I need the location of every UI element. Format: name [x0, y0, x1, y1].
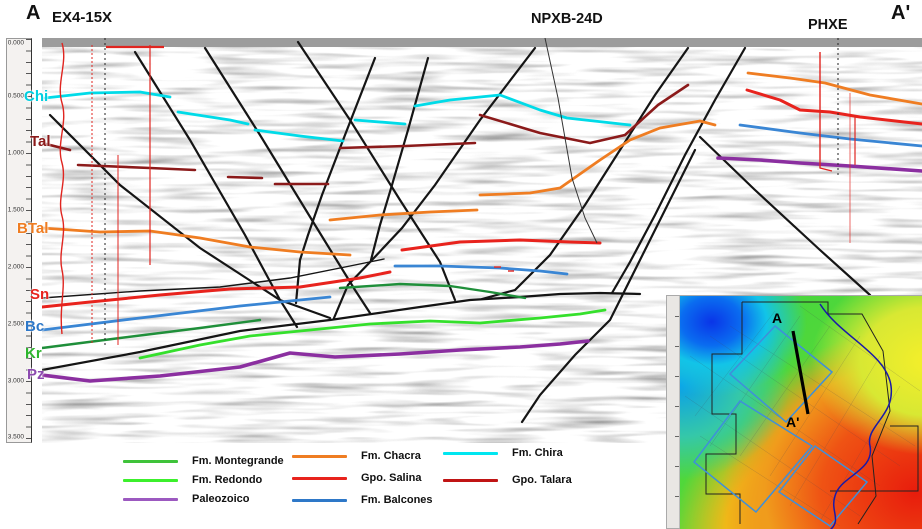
horizon-salina-line — [40, 88, 922, 309]
horizon-balcones-line — [40, 123, 922, 332]
legend-item-montegrande: Fm. Montegrande — [123, 455, 284, 467]
map-contour-line — [819, 303, 892, 529]
time-tick: 2.000 — [7, 263, 24, 271]
time-tick: 3.500 — [7, 433, 24, 441]
inset-location-map: A A' — [666, 295, 922, 529]
legend-item-salina: Gpo. Salina — [292, 472, 422, 484]
fault-lines — [40, 40, 872, 424]
legend-label-salina: Gpo. Salina — [361, 472, 422, 484]
time-tick: 2.500 — [7, 320, 24, 328]
legend-swatch-balcones — [292, 498, 347, 502]
legend-item-talara: Gpo. Talara — [443, 474, 572, 486]
legend-label-chacra: Fm. Chacra — [361, 450, 421, 462]
well-label-ex4-15x: EX4-15X — [52, 9, 113, 26]
time-tick: 1.000 — [7, 149, 24, 157]
legend-label-redondo: Fm. Redondo — [192, 474, 263, 486]
seismic-top-band — [42, 38, 922, 47]
legend-swatch-chacra — [292, 454, 347, 458]
time-tick: 0.000 — [7, 39, 24, 47]
legend-swatch-montegrande — [123, 459, 178, 463]
map-label-a: A — [772, 310, 783, 326]
legend-label-chira: Fm. Chira — [512, 447, 563, 459]
section-end-a-prime-label: A' — [891, 2, 911, 24]
horizon-chira-line — [43, 90, 632, 143]
legend-swatch-redondo — [123, 478, 178, 482]
map-block-boundary — [705, 301, 919, 525]
horizon-label-bc: Bc — [25, 318, 45, 335]
legend-item-redondo: Fm. Redondo — [123, 474, 262, 486]
legend-item-paleozoico: Paleozoico — [123, 493, 249, 505]
legend-swatch-paleozoico — [123, 497, 178, 501]
time-ruler-ticks — [26, 39, 31, 442]
legend-swatch-talara — [443, 478, 498, 482]
horizon-paleozoico-line — [40, 156, 922, 383]
legend-item-chacra: Fm. Chacra — [292, 450, 421, 462]
time-ruler: 0.000 0.500 1.000 1.500 2.000 2.500 3.00… — [6, 38, 32, 443]
horizon-label-tal: Tal — [30, 133, 51, 150]
horizon-chacra-line — [40, 71, 922, 257]
time-tick: 1.500 — [7, 206, 24, 214]
horizon-montegrande-line — [40, 282, 527, 350]
section-end-a-label: A — [26, 2, 41, 24]
legend-swatch-chira — [443, 451, 498, 455]
horizon-label-pz: Pz — [27, 366, 45, 383]
legend-swatch-salina — [292, 476, 347, 480]
map-seismic-grid — [684, 305, 921, 527]
time-tick: 0.500 — [7, 92, 24, 100]
horizon-label-kr: Kr — [25, 345, 42, 362]
well-log-curves — [59, 42, 856, 345]
legend-label-montegrande: Fm. Montegrande — [192, 455, 284, 467]
legend-label-talara: Gpo. Talara — [512, 474, 572, 486]
legend-label-balcones: Fm. Balcones — [361, 494, 433, 506]
time-tick: 3.000 — [7, 377, 24, 385]
horizon-label-btal: BTal — [17, 220, 49, 237]
legend-item-chira: Fm. Chira — [443, 447, 563, 459]
map-canvas: A A' — [680, 296, 922, 529]
horizon-redondo-line — [138, 308, 607, 360]
map-axis-strip — [667, 296, 680, 528]
map-overlay-svg — [684, 301, 921, 529]
well-path-npxb-24d — [544, 37, 598, 244]
map-section-trace — [791, 330, 810, 415]
legend-item-balcones: Fm. Balcones — [292, 494, 433, 506]
horizon-label-sn: Sn — [30, 286, 50, 303]
horizon-lines — [40, 71, 922, 383]
legend-label-paleozoico: Paleozoico — [192, 493, 250, 505]
well-label-phxe: PHXE — [808, 17, 848, 33]
well-paths — [104, 37, 839, 348]
map-label-a-prime: A' — [786, 414, 800, 430]
map-concession-outlines — [692, 324, 869, 527]
well-label-npxb-24d: NPXB-24D — [531, 11, 603, 27]
horizon-talara-line — [40, 83, 690, 186]
horizon-label-chi: Chi — [24, 88, 49, 105]
